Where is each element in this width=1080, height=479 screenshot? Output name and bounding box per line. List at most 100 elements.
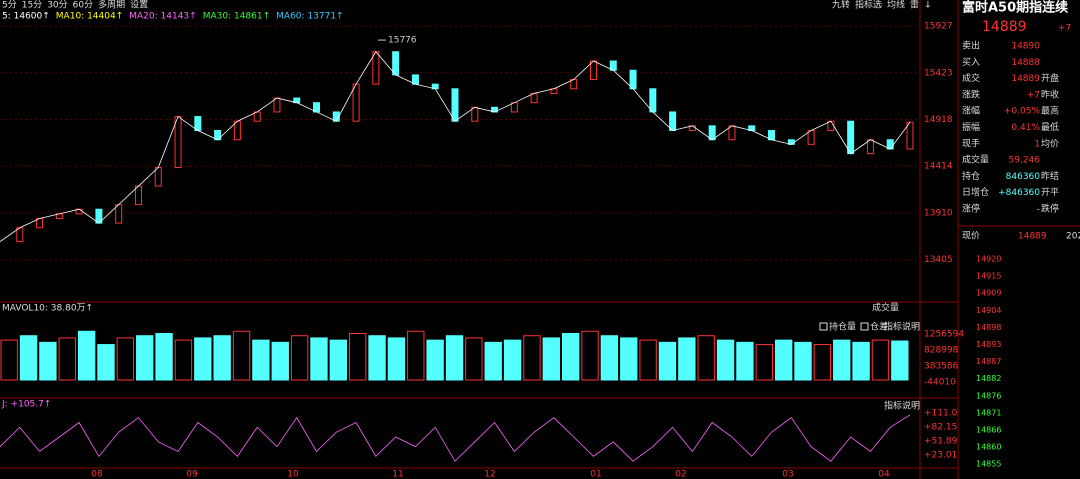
volume-bar [581, 330, 599, 381]
help-button[interactable]: 指标说明 [884, 321, 920, 333]
candle [233, 120, 241, 141]
tick-axis: 14860 [976, 443, 1001, 452]
quote-price: 14889 [982, 19, 1027, 35]
quote-label: 涨跌 [962, 89, 980, 100]
tick-axis: 14920 [976, 255, 1001, 264]
candle [728, 125, 736, 141]
price-tick: 14918 [924, 115, 953, 125]
help-button[interactable]: 指标说明 [884, 400, 920, 412]
kdj-tick: +23.01 [924, 451, 957, 461]
toolbar-button[interactable]: 15分 [22, 0, 42, 11]
volume-bar [620, 337, 638, 381]
quote-label: 昨结 [1041, 170, 1059, 182]
quote-value: 14888 [1011, 58, 1040, 68]
toolbar-button[interactable]: 多周期 [98, 0, 125, 11]
price-tick: 13910 [924, 208, 953, 218]
quote-label: 卖出 [962, 40, 980, 52]
volume-bar [678, 337, 696, 381]
candle [115, 204, 123, 224]
volume-bar [736, 341, 754, 381]
volume-title: MAVOL10: 38.80万↑ [2, 304, 93, 314]
toolbar-button[interactable]: 九转 [832, 0, 850, 11]
volume-bar [891, 340, 909, 381]
volume-bar [252, 339, 270, 381]
tick-axis: 14882 [976, 374, 1001, 383]
volume-bar [39, 341, 57, 381]
ma-label: 5: 14600↑ [2, 12, 50, 22]
toolbar-button[interactable]: 指标选 [855, 0, 882, 11]
volume-bar [155, 333, 173, 381]
quote-title: 富时A50期指连续 [962, 0, 1068, 16]
toolbar-button[interactable]: ↓ [924, 1, 932, 11]
volume-bar [271, 341, 289, 381]
volume-bar [116, 337, 135, 381]
volume-bar [329, 339, 348, 381]
month-label: 04 [878, 470, 890, 479]
ma-label: MA10: 14404↑ [56, 12, 123, 22]
quote-value: 846360 [1006, 172, 1041, 182]
volume-bar [697, 335, 715, 381]
tick-axis: 14893 [976, 340, 1001, 349]
month-label: 11 [392, 470, 403, 479]
quote-value: +0.05% [1004, 107, 1041, 117]
volume-bar [310, 337, 328, 381]
volume-bar [833, 339, 851, 381]
volume-bar [387, 337, 406, 381]
volume-bar [213, 335, 231, 381]
candle [134, 185, 142, 206]
candle [847, 120, 855, 155]
volume-tick: 828998 [924, 346, 959, 356]
month-label: 10 [287, 470, 299, 479]
checkbox[interactable] [860, 322, 869, 331]
month-label: 09 [186, 470, 198, 479]
toolbar-button[interactable]: 30分 [47, 0, 67, 11]
quote-label: 最低 [1041, 121, 1059, 133]
tick-axis: 14909 [976, 289, 1001, 298]
month-label: 12 [484, 470, 495, 479]
volume-bar [523, 335, 541, 381]
price-tick: 14414 [924, 162, 953, 172]
check-label[interactable]: 持仓量 [829, 321, 856, 333]
volume-bar [19, 335, 38, 381]
month-label: 08 [91, 470, 103, 479]
quote-value: - [1037, 205, 1040, 215]
volume-bar [97, 344, 115, 381]
candle [352, 83, 360, 122]
candle [16, 227, 24, 243]
quote-label: 昨收 [1041, 88, 1059, 100]
month-label: 03 [782, 470, 793, 479]
tick-header: 202 [1066, 232, 1080, 242]
volume-bar [58, 337, 76, 381]
quote-label: 买入 [962, 57, 980, 68]
toolbar-button[interactable]: 设置 [130, 0, 148, 11]
check-label[interactable]: 仓差 [870, 321, 888, 333]
quote-value: 59,246 [1009, 156, 1041, 166]
tick-header: 14889 [1018, 232, 1047, 242]
tick-axis: 14904 [976, 306, 1001, 315]
volume-bar [484, 341, 502, 381]
toolbar-button[interactable]: 均线 [887, 0, 905, 11]
volume-bar [445, 335, 464, 381]
candle [273, 97, 281, 113]
volume-bar [426, 339, 444, 381]
volume-bar [503, 339, 522, 381]
quote-value: 0.41% [1011, 123, 1040, 133]
tick-axis: 14898 [976, 323, 1001, 332]
candle [708, 125, 716, 141]
volume-tick: 383586 [924, 362, 959, 372]
volume-tab[interactable]: 成交量 [872, 302, 899, 314]
candle [471, 106, 479, 122]
quote-value: 14889 [1011, 74, 1040, 84]
checkbox[interactable] [819, 322, 828, 331]
volume-bar [658, 341, 677, 381]
candle [451, 88, 459, 122]
tick-axis: 14887 [976, 357, 1001, 366]
toolbar-button[interactable]: 5分 [2, 0, 17, 11]
toolbar-button[interactable]: 雷 [910, 0, 919, 11]
volume-bar [774, 339, 793, 381]
candle [906, 121, 914, 150]
volume-bar [136, 335, 154, 381]
toolbar-button[interactable]: 60分 [73, 0, 93, 11]
quote-value: +7 [1027, 90, 1040, 100]
